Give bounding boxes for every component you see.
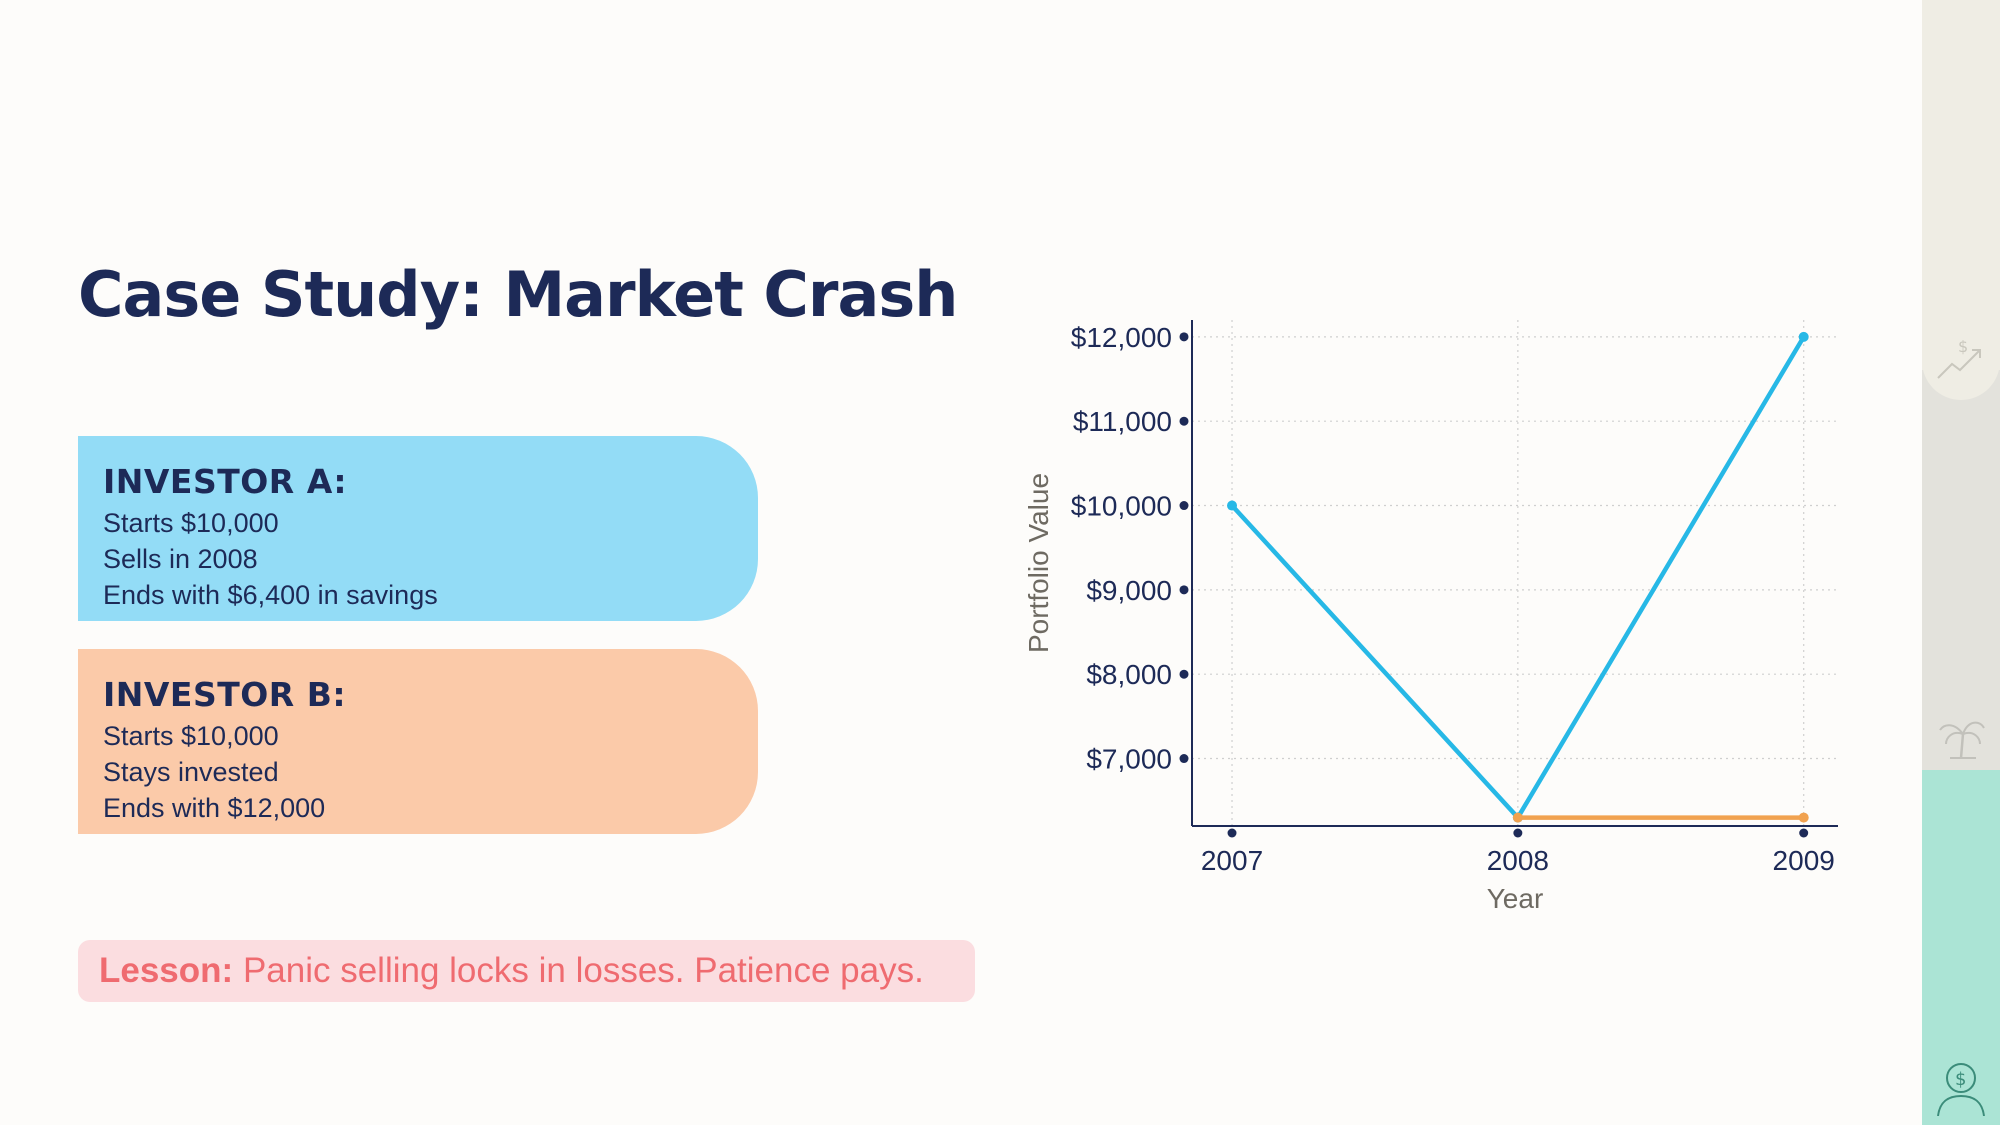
investor-b-line: Ends with $12,000 bbox=[103, 793, 326, 823]
strip-section bbox=[1922, 770, 2000, 1125]
investor-b-heading: INVESTOR B: bbox=[103, 675, 347, 714]
page-title: Case Study: Market Crash bbox=[78, 258, 958, 331]
lesson-label: Lesson: bbox=[99, 951, 234, 990]
y-tick-label: $9,000 bbox=[1086, 575, 1172, 606]
y-tick-label: $11,000 bbox=[1073, 406, 1172, 437]
svg-text:$: $ bbox=[1958, 337, 1968, 356]
y-axis-label: Portfolio Value bbox=[1023, 473, 1054, 653]
data-point bbox=[1227, 500, 1238, 511]
y-tick-label: $12,000 bbox=[1071, 322, 1172, 353]
person-money-icon: $ bbox=[1937, 1063, 1985, 1116]
y-tick bbox=[1179, 416, 1189, 426]
y-tick bbox=[1179, 585, 1189, 595]
y-tick bbox=[1179, 332, 1189, 342]
investor-a-line: Sells in 2008 bbox=[103, 544, 258, 574]
y-tick bbox=[1179, 669, 1189, 679]
y-tick-label: $7,000 bbox=[1086, 744, 1172, 775]
investor-a-line: Starts $10,000 bbox=[103, 508, 279, 538]
y-tick-label: $10,000 bbox=[1071, 491, 1172, 522]
x-tick-label: 2008 bbox=[1487, 845, 1549, 876]
palm-tree-icon bbox=[1939, 721, 1985, 759]
portfolio-chart: $7,000 $8,000 $9,000 $10,000 $11,000 $12,000 2… bbox=[1010, 300, 1870, 944]
lesson-callout: Lesson: Panic selling locks in losses. P… bbox=[78, 940, 975, 1002]
investor-a-heading: INVESTOR A: bbox=[103, 462, 348, 501]
y-tick bbox=[1179, 754, 1189, 764]
portfolio-line-chart: $7,000 $8,000 $9,000 $10,000 $11,000 $12,000 2… bbox=[1023, 320, 1838, 914]
investor-b-line: Stays invested bbox=[103, 757, 279, 787]
investor-a-card: INVESTOR A: Starts $10,000 Sells in 2008… bbox=[78, 436, 758, 621]
x-tick-label: 2009 bbox=[1773, 845, 1835, 876]
data-point bbox=[1512, 812, 1523, 823]
strip-section bbox=[1922, 0, 2000, 370]
x-tick bbox=[1799, 828, 1809, 838]
svg-text:$: $ bbox=[1955, 1069, 1966, 1090]
data-point bbox=[1798, 331, 1809, 342]
x-tick bbox=[1227, 828, 1237, 838]
series-line-0 bbox=[1230, 335, 1806, 820]
investor-a-line: Ends with $6,400 in savings bbox=[103, 580, 438, 610]
y-tick-label: $8,000 bbox=[1086, 659, 1172, 690]
data-point bbox=[1798, 812, 1809, 823]
strip-knob bbox=[1922, 320, 2000, 400]
x-tick-label: 2007 bbox=[1201, 845, 1263, 876]
side-decor-strip: $ $ bbox=[1922, 0, 2000, 1125]
investor-b-line: Starts $10,000 bbox=[103, 721, 279, 751]
investor-b-card: INVESTOR B: Starts $10,000 Stays investe… bbox=[78, 649, 758, 834]
lesson-text: Panic selling locks in losses. Patience … bbox=[242, 951, 924, 990]
growth-chart-icon: $ bbox=[1937, 337, 1981, 379]
y-tick bbox=[1179, 501, 1189, 511]
x-tick bbox=[1513, 828, 1523, 838]
x-axis-label: Year bbox=[1487, 883, 1544, 914]
